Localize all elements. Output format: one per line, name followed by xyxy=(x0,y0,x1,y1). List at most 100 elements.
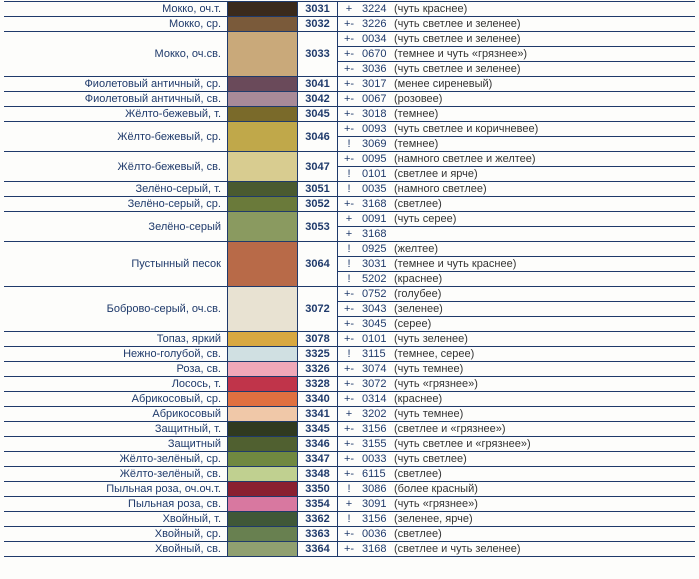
color-name: Пустынный песок xyxy=(4,242,227,286)
note-symbol: ! xyxy=(338,273,360,285)
note-code: 0670 xyxy=(360,48,392,60)
color-name: Жёлто-зелёный, ср. xyxy=(4,452,227,466)
table-row: Жёлто-зелёный, св.3348+-6115(светлее) xyxy=(4,466,695,481)
note-text: (розовее) xyxy=(392,93,695,105)
note-text: (чуть краснее) xyxy=(392,3,695,15)
note-text: (темнее и чуть краснее) xyxy=(392,258,695,270)
note-code: 0034 xyxy=(360,33,392,45)
note-text: (зеленее, ярче) xyxy=(392,513,695,525)
table-row: Топаз, яркий3078+-0101(чуть зеленее) xyxy=(4,331,695,346)
notes-cell: +-0067(розовее) xyxy=(338,92,695,106)
note-code: 3155 xyxy=(360,438,392,450)
color-code: 3354 xyxy=(298,497,338,511)
note-code: 3168 xyxy=(360,228,392,240)
color-name: Пыльная роза, св. xyxy=(4,497,227,511)
table-row: Пыльная роза, св. 3354+3091(чуть «грязнее… xyxy=(4,496,695,511)
notes-cell: +-0093(чуть светлее и коричневее)!3069(т… xyxy=(338,122,695,151)
notes-cell: !3156(зеленее, ярче) xyxy=(338,512,695,526)
note-symbol: +- xyxy=(338,363,360,375)
color-code: 3340 xyxy=(298,392,338,406)
color-swatch xyxy=(227,77,298,91)
table-row: Фиолетовый античный, св.3042+-0067(розов… xyxy=(4,91,695,106)
color-code: 3072 xyxy=(298,287,338,331)
note-text: (чуть светлее) xyxy=(392,453,695,465)
note-text: (светлее) xyxy=(392,528,695,540)
note-code: 3074 xyxy=(360,363,392,375)
note-symbol: ! xyxy=(338,168,360,180)
color-name: Зелёно-серый xyxy=(4,212,227,241)
note-symbol: +- xyxy=(338,108,360,120)
note-line: !3069(темнее) xyxy=(338,136,695,151)
note-line: +0091(чуть серее) xyxy=(338,212,695,226)
color-swatch xyxy=(227,407,298,421)
note-symbol: ! xyxy=(338,258,360,270)
color-name: Абрикосовый xyxy=(4,407,227,421)
color-name: Защитный, т. xyxy=(4,422,227,436)
notes-cell: +-0095(намного светлее и желтее)!0101(св… xyxy=(338,152,695,181)
note-symbol: + xyxy=(338,3,360,15)
note-line: !5202(краснее) xyxy=(338,271,695,286)
note-text: (краснее) xyxy=(392,393,695,405)
note-line: +-6115(светлее) xyxy=(338,467,695,481)
note-line: +-0036(светлее) xyxy=(338,527,695,541)
note-line: +-3226(чуть светлее и зеленее) xyxy=(338,17,695,31)
note-line: !0035(намного светлее) xyxy=(338,182,695,196)
note-line: +-0095(намного светлее и желтее) xyxy=(338,152,695,166)
table-row: Фиолетовый античный, ср.3041+-3017(менее… xyxy=(4,76,695,91)
notes-cell: +-3168(светлее) xyxy=(338,197,695,211)
note-line: !3031(темнее и чуть краснее) xyxy=(338,256,695,271)
notes-cell: !0035(намного светлее) xyxy=(338,182,695,196)
color-swatch xyxy=(227,287,298,331)
color-code: 3078 xyxy=(298,332,338,346)
note-text: (желтее) xyxy=(392,243,695,255)
note-symbol: +- xyxy=(338,288,360,300)
note-line: +-3043(зеленее) xyxy=(338,301,695,316)
note-symbol: +- xyxy=(338,48,360,60)
note-line: +3091(чуть «грязнее») xyxy=(338,497,695,511)
note-code: 5202 xyxy=(360,273,392,285)
note-text: (чуть светлее и зеленее) xyxy=(392,18,695,30)
color-swatch xyxy=(227,542,298,556)
note-line: !3086(более красный) xyxy=(338,482,695,496)
note-code: 0101 xyxy=(360,333,392,345)
note-line: !3115(темнее, серее) xyxy=(338,347,695,361)
note-symbol: ! xyxy=(338,348,360,360)
color-swatch xyxy=(227,392,298,406)
note-text: (светлее) xyxy=(392,198,695,210)
note-code: 3043 xyxy=(360,303,392,315)
color-name: Мокко, оч.св. xyxy=(4,32,227,76)
color-code: 3328 xyxy=(298,377,338,391)
color-code: 3032 xyxy=(298,17,338,31)
color-name: Фиолетовый античный, св. xyxy=(4,92,227,106)
color-swatch xyxy=(227,347,298,361)
note-symbol: +- xyxy=(338,393,360,405)
note-code: 0095 xyxy=(360,153,392,165)
color-swatch xyxy=(227,197,298,211)
notes-cell: +-3226(чуть светлее и зеленее) xyxy=(338,17,695,31)
color-swatch xyxy=(227,527,298,541)
color-swatch xyxy=(227,107,298,121)
note-symbol: +- xyxy=(338,63,360,75)
table-row: Зелёно-серый3053+0091(чуть серее)+3168 xyxy=(4,211,695,241)
color-code: 3350 xyxy=(298,482,338,496)
color-swatch xyxy=(227,152,298,181)
note-code: 3017 xyxy=(360,78,392,90)
color-name: Жёлто-бежевый, ср. xyxy=(4,122,227,151)
note-text: (зеленее) xyxy=(392,303,695,315)
note-symbol: +- xyxy=(338,543,360,555)
note-line: +3202(чуть темнее) xyxy=(338,407,695,421)
note-symbol: + xyxy=(338,213,360,225)
color-code: 3346 xyxy=(298,437,338,451)
note-text: (темнее) xyxy=(392,138,695,150)
color-swatch xyxy=(227,422,298,436)
table-row: Зелёно-серый, ср.3052+-3168(светлее) xyxy=(4,196,695,211)
table-row: Хвойный, ср.3363+-0036(светлее) xyxy=(4,526,695,541)
note-symbol: +- xyxy=(338,333,360,345)
note-symbol: +- xyxy=(338,453,360,465)
note-text: (чуть «грязнее») xyxy=(392,498,695,510)
color-code: 3363 xyxy=(298,527,338,541)
note-text: (намного светлее) xyxy=(392,183,695,195)
color-code: 3047 xyxy=(298,152,338,181)
note-line: +-3156(светлее и «грязнее») xyxy=(338,422,695,436)
color-swatch xyxy=(227,377,298,391)
